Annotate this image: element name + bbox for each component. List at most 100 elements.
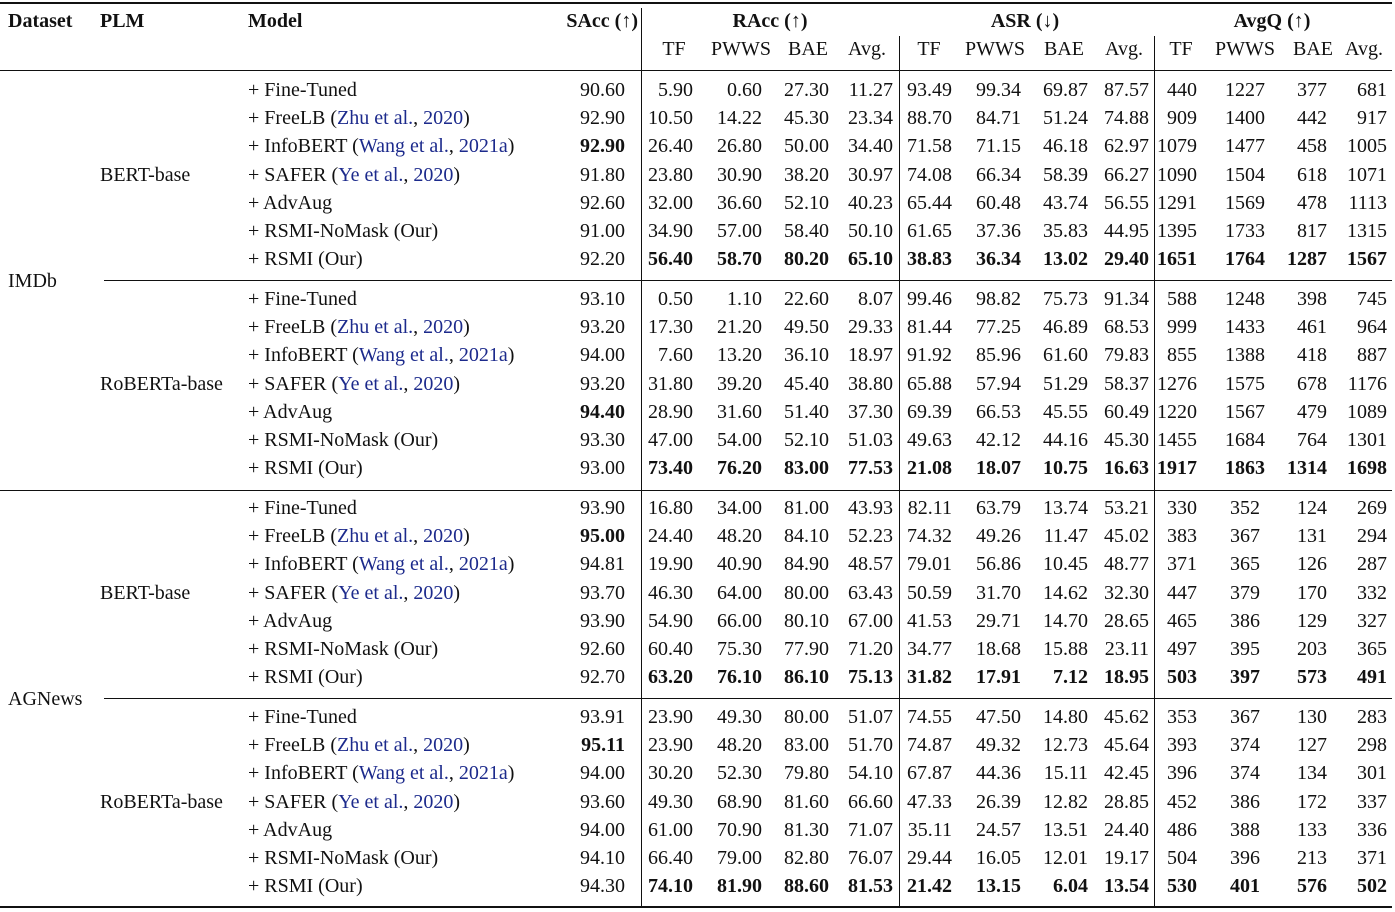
- cell-avgq-bae: 377: [1297, 79, 1327, 101]
- cell-asr-pwws: 44.36: [976, 762, 1021, 785]
- cell-asr-bae: 12.82: [1043, 790, 1088, 813]
- citation-link[interactable]: Ye et al.: [338, 372, 404, 395]
- sacc-value: 94.00: [580, 762, 625, 785]
- citation-link[interactable]: Wang et al.: [358, 344, 449, 367]
- citation-year-link[interactable]: 2021a: [458, 344, 508, 367]
- cell-avgq-pwws: 1569: [1225, 191, 1265, 214]
- cell-avgq-tf: 330: [1167, 497, 1197, 519]
- cell-racc-tf: 24.40: [648, 525, 693, 548]
- citation-year-link[interactable]: 2020: [413, 163, 454, 186]
- cell-avgq-bae: 131: [1297, 525, 1327, 548]
- citation-year-link[interactable]: 2020: [423, 734, 464, 757]
- citation-year-link[interactable]: 2020: [413, 372, 454, 395]
- header-racc: RAcc (↑): [732, 10, 808, 32]
- cell-avgq-bae: 170: [1297, 581, 1327, 604]
- citation-year-link[interactable]: 2021a: [458, 553, 508, 576]
- cell-asr-pwws: 24.57: [976, 818, 1021, 841]
- citation-link[interactable]: Wang et al.: [358, 553, 449, 576]
- cell-avgq-pwws: 395: [1230, 638, 1260, 660]
- citation-link[interactable]: Ye et al.: [338, 790, 404, 813]
- cell-asr-tf: 69.39: [907, 400, 952, 423]
- citation-link[interactable]: Zhu et al.: [337, 525, 414, 548]
- cell-avgq-pwws: 367: [1230, 706, 1260, 728]
- cell-avgq-avg: 301: [1357, 762, 1387, 785]
- subheader-avgq-avg: Avg.: [1345, 38, 1383, 60]
- citation-link[interactable]: Ye et al.: [338, 581, 404, 604]
- cell-avgq-tf: 396: [1167, 762, 1197, 785]
- cell-racc-avg: 54.10: [848, 762, 893, 785]
- cell-racc-avg: 65.10: [848, 248, 893, 271]
- citation-year-link[interactable]: 2021a: [458, 762, 508, 785]
- cell-asr-bae: 14.70: [1043, 609, 1088, 632]
- cell-racc-tf: 7.60: [658, 344, 693, 367]
- cell-racc-pwws: 52.30: [717, 762, 762, 785]
- citation-link[interactable]: Ye et al.: [338, 163, 404, 186]
- model-name: + FreeLB (Zhu et al., 2020): [248, 734, 470, 757]
- cell-racc-pwws: 14.22: [717, 107, 762, 130]
- cell-avgq-pwws: 1567: [1225, 400, 1265, 423]
- cell-racc-avg: 11.27: [848, 79, 893, 101]
- cell-asr-bae: 58.39: [1043, 163, 1088, 186]
- citation-year-link[interactable]: 2020: [413, 581, 454, 604]
- cell-racc-avg: 30.97: [848, 163, 893, 186]
- cell-avgq-bae: 461: [1297, 316, 1327, 339]
- cell-avgq-tf: 503: [1167, 666, 1197, 689]
- cell-avgq-pwws: 374: [1230, 734, 1260, 757]
- cell-asr-pwws: 49.26: [976, 525, 1021, 548]
- cell-asr-bae: 14.62: [1043, 581, 1088, 604]
- header-avgq: AvgQ (↑): [1233, 10, 1311, 32]
- model-name: + RSMI-NoMask (Our): [248, 847, 438, 869]
- cell-racc-avg: 71.20: [848, 638, 893, 660]
- citation-link[interactable]: Zhu et al.: [337, 107, 414, 130]
- citation-year-link[interactable]: 2020: [423, 316, 464, 339]
- cell-racc-avg: 18.97: [848, 344, 893, 367]
- cell-racc-bae: 80.00: [784, 581, 829, 604]
- cell-avgq-avg: 1113: [1348, 191, 1387, 214]
- cell-avgq-pwws: 1400: [1225, 107, 1265, 130]
- cell-asr-bae: 51.24: [1043, 107, 1088, 130]
- sacc-value: 95.11: [581, 734, 625, 757]
- cell-asr-avg: 87.57: [1104, 79, 1149, 101]
- cell-avgq-tf: 588: [1167, 288, 1197, 310]
- cell-racc-tf: 23.90: [648, 734, 693, 757]
- model-label: + FreeLB: [248, 525, 326, 548]
- citation-year-link[interactable]: 2020: [423, 525, 464, 548]
- cell-asr-tf: 65.44: [907, 191, 952, 214]
- citation-year-link[interactable]: 2021a: [458, 135, 508, 158]
- citation-year-link[interactable]: 2020: [413, 790, 454, 813]
- cell-avgq-bae: 172: [1297, 790, 1327, 813]
- citation-link[interactable]: Zhu et al.: [337, 734, 414, 757]
- model-name: + Fine-Tuned: [248, 288, 357, 310]
- model-label: + RSMI (Our): [248, 457, 363, 480]
- cell-avgq-tf: 504: [1167, 847, 1197, 869]
- cell-avgq-pwws: 1248: [1225, 288, 1265, 310]
- model-name: + RSMI-NoMask (Our): [248, 638, 438, 660]
- cell-racc-pwws: 26.80: [717, 135, 762, 158]
- cell-asr-avg: 45.62: [1104, 706, 1149, 728]
- group-divider-agnews: [104, 698, 1392, 699]
- cell-racc-bae: 22.60: [784, 288, 829, 310]
- cell-racc-tf: 10.50: [648, 107, 693, 130]
- citation-link[interactable]: Wang et al.: [358, 762, 449, 785]
- citation-link[interactable]: Wang et al.: [358, 135, 449, 158]
- cell-asr-bae: 46.18: [1043, 135, 1088, 158]
- model-label: + SAFER: [248, 581, 327, 604]
- cell-asr-bae: 43.74: [1043, 191, 1088, 214]
- citation-year-link[interactable]: 2020: [423, 107, 464, 130]
- cell-racc-pwws: 31.60: [717, 400, 762, 423]
- cell-asr-pwws: 71.15: [976, 135, 1021, 158]
- dataset-label: IMDb: [8, 270, 57, 293]
- cell-asr-bae: 75.73: [1043, 288, 1088, 310]
- cell-avgq-tf: 1651: [1157, 248, 1197, 271]
- cell-avgq-pwws: 1227: [1225, 79, 1265, 101]
- cell-racc-tf: 5.90: [658, 79, 693, 101]
- cell-asr-pwws: 18.68: [976, 638, 1021, 660]
- cell-avgq-avg: 681: [1357, 79, 1387, 101]
- cell-asr-pwws: 66.34: [976, 163, 1021, 186]
- cell-avgq-pwws: 1733: [1225, 220, 1265, 242]
- cell-racc-pwws: 48.20: [717, 734, 762, 757]
- model-name: + InfoBERT (Wang et al., 2021a): [248, 135, 515, 158]
- citation-link[interactable]: Zhu et al.: [337, 316, 414, 339]
- cell-asr-avg: 45.02: [1104, 525, 1149, 548]
